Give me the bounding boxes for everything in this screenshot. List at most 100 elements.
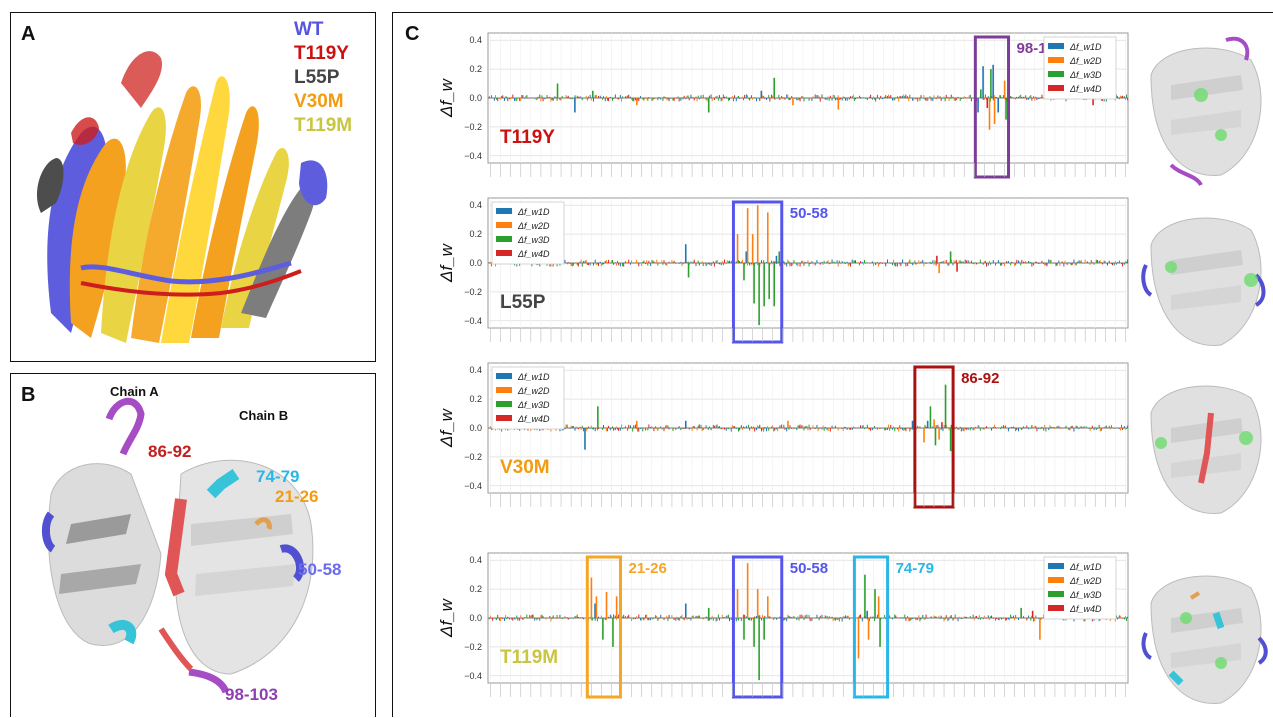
bar-minor (536, 98, 538, 101)
bar-minor (1009, 262, 1011, 264)
bar-minor (1091, 618, 1093, 622)
bar-minor (715, 618, 717, 622)
bar-minor (1126, 261, 1128, 263)
bar-minor (992, 260, 994, 263)
bar-minor (718, 95, 720, 98)
bar-minor (917, 263, 919, 264)
bar-minor (900, 95, 902, 98)
bar-minor (605, 260, 607, 263)
bar-minor (998, 261, 1000, 263)
bar-minor (726, 260, 728, 263)
bar-minor (1030, 428, 1032, 429)
bar-minor (1002, 425, 1004, 428)
bar-minor (818, 428, 820, 430)
bar-minor (793, 98, 795, 99)
bar-minor (889, 428, 891, 431)
bar-minor (1068, 262, 1070, 263)
bar-minor (819, 427, 821, 429)
bar-minor (610, 98, 612, 99)
bar-minor (564, 616, 566, 618)
bar-minor (771, 617, 773, 619)
bar-minor (902, 428, 904, 431)
bar-minor (996, 97, 998, 98)
chart-t119y: 0.40.20.0−0.2−0.498-103Δf_wT119YΔf_w1DΔf… (437, 32, 1129, 179)
legend-swatch (1048, 43, 1064, 49)
bar-minor (656, 428, 658, 429)
bar-minor (948, 98, 950, 101)
bar-minor (974, 616, 976, 618)
bar-minor (648, 97, 650, 98)
bar-minor (899, 263, 901, 265)
bar-minor (493, 618, 495, 619)
bar-minor (541, 95, 543, 98)
bar-minor (1034, 263, 1036, 264)
bar-minor (595, 263, 597, 266)
bar-minor (752, 428, 754, 430)
bar-minor (632, 98, 634, 101)
bar-minor (1103, 260, 1105, 263)
bar-minor (731, 96, 733, 98)
bar-minor (614, 94, 616, 98)
bar-minor (1026, 262, 1028, 264)
bar-minor (1105, 263, 1107, 264)
bar-minor (982, 98, 984, 101)
bar-minor (828, 98, 830, 101)
bar-minor (661, 617, 663, 618)
bar-minor (730, 428, 732, 432)
bar-minor (1122, 263, 1124, 267)
bar-minor (1039, 98, 1041, 100)
bar-minor (963, 263, 965, 264)
bar-minor (1014, 263, 1016, 267)
bar-minor (657, 263, 659, 266)
bar-minor (1036, 428, 1038, 432)
bar-minor (581, 263, 583, 267)
bar-minor (963, 96, 965, 98)
legend-t119m: T119M (294, 115, 353, 136)
bar-minor (615, 618, 617, 620)
bar-minor (614, 615, 616, 618)
bar-minor (839, 263, 841, 264)
legend-entry: Δf_w2D (517, 386, 550, 396)
bar (941, 422, 943, 428)
bar-minor (978, 262, 980, 263)
bar-minor (1044, 424, 1046, 428)
bar-minor (822, 263, 824, 265)
bar-minor (786, 428, 788, 432)
bar-minor (888, 263, 890, 264)
bar-minor (821, 261, 823, 263)
bar-minor (793, 428, 795, 430)
bar-minor (599, 95, 601, 98)
bar-minor (579, 261, 581, 263)
bar-minor (668, 261, 670, 263)
bar-minor (739, 261, 741, 263)
bar-minor (1041, 617, 1043, 619)
bar-minor (646, 260, 648, 263)
bar-minor (939, 618, 941, 619)
bar-minor (1094, 426, 1096, 428)
bar-minor (643, 98, 645, 101)
bar-minor (554, 617, 556, 619)
bar-minor (1020, 263, 1022, 266)
bar-minor (799, 263, 801, 267)
bar-minor (1019, 261, 1021, 263)
bar-minor (934, 98, 936, 99)
bar-minor (987, 263, 989, 266)
bar-minor (964, 97, 966, 98)
bar-minor (876, 94, 878, 98)
bar-minor (632, 618, 634, 619)
bar-minor (991, 263, 993, 264)
bar-minor (584, 98, 586, 99)
bar-minor (829, 263, 831, 264)
bar-minor (789, 263, 791, 267)
bar-minor (647, 428, 649, 431)
bar-minor (565, 424, 567, 428)
bar-minor (884, 614, 886, 618)
bar-minor (842, 263, 844, 264)
bar-minor (934, 260, 936, 263)
bar-minor (1083, 618, 1085, 622)
y-tick-label: 0.4 (469, 555, 482, 565)
bar-minor (853, 260, 855, 263)
bar-minor (666, 98, 668, 101)
bar-minor (1021, 617, 1023, 619)
bar-minor (773, 618, 775, 620)
